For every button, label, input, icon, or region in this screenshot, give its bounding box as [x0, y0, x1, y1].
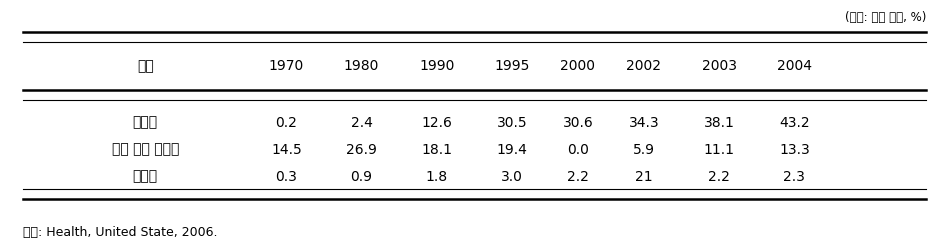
Text: 18.1: 18.1	[421, 143, 453, 157]
Text: 21: 21	[635, 170, 653, 184]
Text: 12.6: 12.6	[421, 116, 453, 130]
Text: 43.2: 43.2	[779, 116, 809, 130]
Text: 2000: 2000	[561, 59, 595, 73]
Text: 14.5: 14.5	[271, 143, 302, 157]
Text: 11.1: 11.1	[703, 143, 735, 157]
Text: 자료: Health, United State, 2006.: 자료: Health, United State, 2006.	[23, 226, 217, 239]
Text: 3.0: 3.0	[501, 170, 523, 184]
Text: 38.1: 38.1	[703, 116, 735, 130]
Text: 5.9: 5.9	[633, 143, 655, 157]
Text: 전년 대비 증감율: 전년 대비 증감율	[112, 143, 179, 157]
Text: 2.3: 2.3	[783, 170, 806, 184]
Text: 13.3: 13.3	[779, 143, 809, 157]
Text: 0.2: 0.2	[275, 116, 297, 130]
Text: 2.4: 2.4	[351, 116, 373, 130]
Text: 분배율: 분배율	[133, 170, 158, 184]
Text: 1980: 1980	[344, 59, 380, 73]
Text: 지출액: 지출액	[133, 116, 158, 130]
Text: 1970: 1970	[269, 59, 304, 73]
Text: 1990: 1990	[419, 59, 455, 73]
Text: 2004: 2004	[777, 59, 811, 73]
Text: 2.2: 2.2	[708, 170, 730, 184]
Text: 19.4: 19.4	[496, 143, 528, 157]
Text: 1995: 1995	[494, 59, 530, 73]
Text: 2002: 2002	[626, 59, 661, 73]
Text: 30.6: 30.6	[563, 116, 593, 130]
Text: (단위: 십억 달러, %): (단위: 십억 달러, %)	[845, 11, 926, 24]
Text: 2003: 2003	[701, 59, 736, 73]
Text: 2.2: 2.2	[568, 170, 589, 184]
Text: 0.0: 0.0	[568, 143, 589, 157]
Text: 30.5: 30.5	[497, 116, 528, 130]
Text: 34.3: 34.3	[628, 116, 660, 130]
Text: 1.8: 1.8	[426, 170, 448, 184]
Text: 0.3: 0.3	[275, 170, 297, 184]
Text: 0.9: 0.9	[350, 170, 373, 184]
Text: 26.9: 26.9	[346, 143, 377, 157]
Text: 구분: 구분	[137, 59, 154, 73]
